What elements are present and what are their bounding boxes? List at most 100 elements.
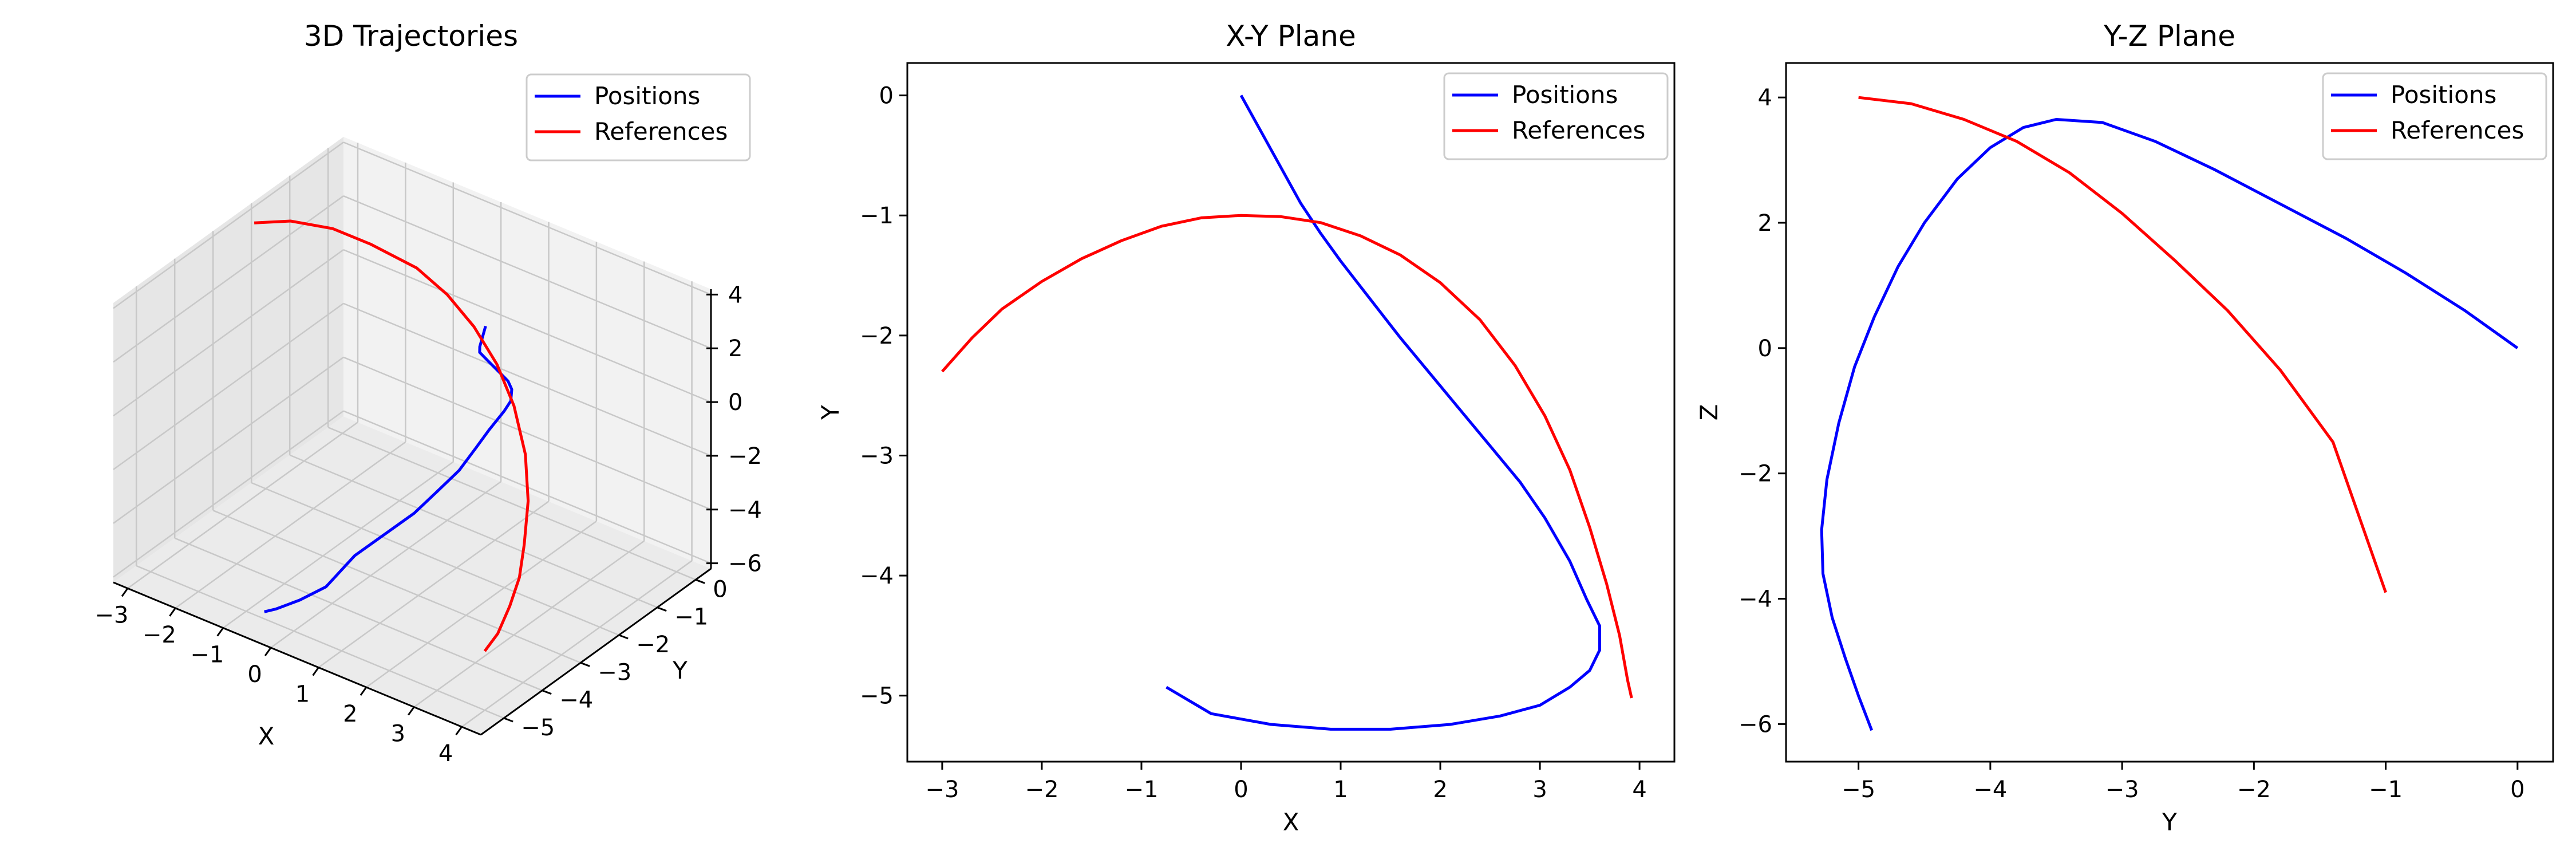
- xy-ticks: −3 −2 −1 0 1 2 3 4 0 −1 −2 −3 −4 −5: [860, 83, 1647, 803]
- chart-title-xy: X-Y Plane: [1226, 19, 1356, 53]
- pxy-xtick-label: −1: [1124, 777, 1158, 803]
- pxy-xtick-label: 4: [1632, 777, 1646, 803]
- 3d-grid-x: [270, 480, 501, 649]
- chart-title-yz: Y-Z Plane: [2103, 19, 2235, 53]
- 3d-xtick-label: −2: [143, 622, 176, 648]
- panel-xy-plane: X-Y Plane −3 −2 −1 0 1 2 3 4 0 −1 −2 −3 −4 −5 X Y Pos…: [816, 19, 1676, 836]
- 3d-ytick-label: −4: [559, 687, 593, 714]
- pxy-legend-box: [1443, 72, 1669, 160]
- 3d-xtick: [216, 627, 224, 637]
- 3d-ylabel: Y: [672, 656, 688, 684]
- 3d-ytick: [580, 661, 590, 667]
- 3d-ytick: [618, 634, 629, 640]
- 3d-xtick-label: 2: [343, 701, 357, 727]
- 3d-grid-x: [461, 560, 693, 728]
- pyz-xtick-label: −1: [2369, 777, 2403, 803]
- 3d-series: [254, 219, 530, 652]
- 3d-xtick: [264, 647, 272, 656]
- 3d-ytick-label: 0: [713, 576, 727, 602]
- 3d-grid-z: [343, 249, 712, 403]
- pxy-xtick-label: 0: [1234, 777, 1248, 803]
- pyz-xtick-label: −4: [1973, 777, 2007, 803]
- pyz-xtick-label: 0: [2510, 777, 2524, 803]
- 3d-ztick-label: 0: [728, 389, 742, 416]
- 3d-left-pane: [113, 137, 343, 582]
- 3d-grid-y: [327, 427, 696, 581]
- 3d-xtick: [455, 726, 463, 736]
- pyz-legend-label-references: References: [2391, 116, 2524, 144]
- 3d-series-references: [254, 219, 530, 652]
- 3d-series-positions: [264, 325, 513, 613]
- 3d-xtick-label: 1: [295, 681, 310, 708]
- p3d-legend-label-references: References: [594, 117, 728, 145]
- 3d-ztick-label: −6: [728, 551, 762, 577]
- 3d-grid-z: [113, 302, 344, 470]
- pyz-xtick-label: −5: [1842, 777, 1875, 803]
- 3d-xtick-label: 4: [438, 740, 453, 767]
- panel-yz-plane: Y-Z Plane −5 −4 −3 −2 −1 0 4 2 0 −2 −4 −6 Y Z Posit…: [1695, 19, 2554, 836]
- 3d-ytick-label: −5: [521, 715, 555, 741]
- 3d-grid-z: [113, 356, 344, 524]
- xy-ylabel: Y: [816, 405, 844, 420]
- pyz-series-references: [1858, 96, 2387, 593]
- pxy-ytick-label: −5: [860, 683, 894, 710]
- pxy-ytick-label: 0: [879, 83, 894, 109]
- 3d-grid-x: [175, 441, 406, 609]
- pyz-legend-box: [2322, 72, 2547, 160]
- yz-series: [1820, 96, 2519, 731]
- 3d-y-axis: [480, 568, 712, 736]
- 3d-ztick-label: 2: [728, 336, 742, 362]
- 3d-back-pane: [343, 137, 711, 569]
- legend-3d: Positions References: [526, 73, 751, 161]
- 3d-grid-z: [343, 302, 712, 457]
- xy-xlabel: X: [1283, 808, 1299, 836]
- legend-yz: Positions References: [2322, 72, 2547, 160]
- pxy-ytick-label: −3: [860, 443, 894, 469]
- 3d-xlabel: X: [258, 722, 275, 750]
- pyz-ytick-label: 4: [1758, 85, 1772, 111]
- pxy-ytick-label: −2: [860, 323, 894, 349]
- 3d-grid-y: [174, 537, 543, 691]
- yz-ticks: −5 −4 −3 −2 −1 0 4 2 0 −2 −4 −6: [1739, 85, 2525, 803]
- 3d-grid-x: [127, 421, 358, 589]
- 3d-ytick-label: −1: [674, 604, 708, 631]
- pxy-xtick-label: 3: [1532, 777, 1547, 803]
- 3d-grid-y: [136, 565, 504, 719]
- 3d-grid-z: [343, 141, 712, 295]
- pyz-xtick-label: −2: [2237, 777, 2271, 803]
- pyz-ytick-label: 2: [1758, 210, 1772, 237]
- 3d-grid-y: [289, 454, 658, 608]
- 3d-ytick-label: −2: [636, 632, 670, 658]
- legend-xy: Positions References: [1443, 72, 1669, 160]
- 3d-xtick-label: −1: [190, 642, 224, 668]
- 3d-grid-z: [113, 141, 344, 309]
- pyz-series-positions: [1820, 118, 2519, 731]
- xy-plot-frame: [906, 62, 1676, 763]
- 3d-ztick-label: −2: [728, 443, 762, 470]
- p3d-legend-box: [526, 73, 751, 161]
- 3d-grid-x: [366, 521, 597, 688]
- 3d-grid-z: [343, 356, 712, 510]
- 3d-grid-z: [113, 249, 344, 417]
- pxy-xtick-label: 1: [1333, 777, 1348, 803]
- 3d-ytick: [695, 578, 705, 584]
- pxy-xtick-label: −3: [925, 777, 959, 803]
- 3d-xtick: [121, 588, 129, 597]
- 3d-grid-x: [318, 501, 550, 668]
- xy-series: [941, 94, 1633, 731]
- 3d-ytick: [542, 689, 552, 695]
- 3d-xtick: [312, 667, 319, 676]
- p3d-legend-label-positions: Positions: [594, 82, 700, 110]
- chart-title-3d: 3D Trajectories: [304, 19, 518, 53]
- 3d-xtick-label: 0: [247, 661, 262, 688]
- yz-xlabel: Y: [2162, 808, 2177, 836]
- pyz-ytick-label: −2: [1739, 461, 1772, 487]
- 3d-xtick: [169, 608, 176, 617]
- 3d-xtick: [359, 687, 368, 696]
- 3d-grid-x: [223, 461, 454, 629]
- 3d-xtick-label: 3: [391, 721, 405, 747]
- 3d-grid-z: [343, 195, 712, 349]
- pxy-ytick-label: −4: [860, 563, 894, 589]
- pxy-legend-label-references: References: [1512, 116, 1645, 144]
